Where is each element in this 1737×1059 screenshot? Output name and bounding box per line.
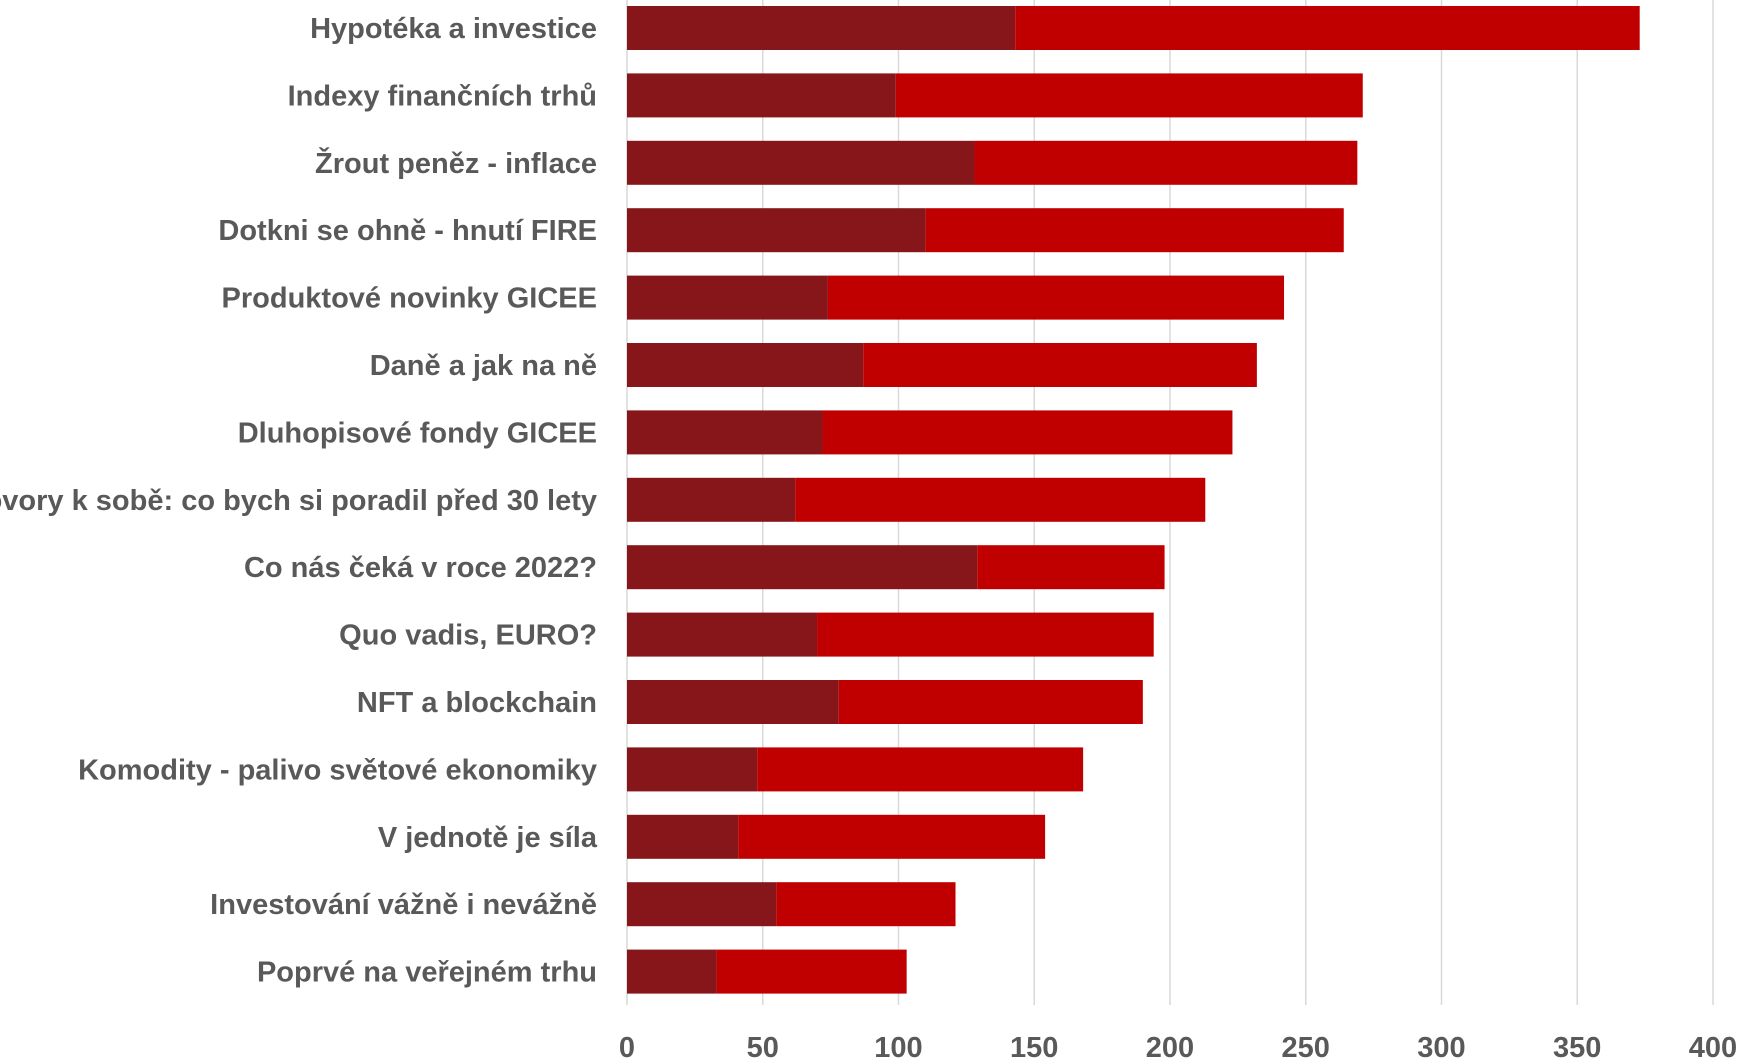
bar-segment-series-1 — [627, 6, 1016, 50]
bar-segment-series-1 — [627, 882, 777, 927]
bar-segment-series-1 — [627, 275, 828, 320]
bar-segment-series-1 — [627, 140, 975, 185]
category-label: Poprvé na veřejném trhu — [257, 957, 597, 989]
bars — [627, 6, 1640, 994]
x-axis-tick-labels: 0 50 100 150 200 250 300 350 400 — [619, 1032, 1737, 1059]
bar-segment-series-2 — [817, 612, 1154, 657]
bar-segment-series-2 — [974, 140, 1358, 185]
bar-segment-series-1 — [627, 612, 818, 657]
x-tick-label: 50 — [747, 1032, 779, 1059]
bar-segment-series-1 — [627, 680, 839, 724]
category-label: Dotkni se ohně - hnutí FIRE — [218, 215, 597, 247]
bar-segment-series-2 — [795, 477, 1206, 522]
category-label: Quo vadis, EURO? — [339, 620, 597, 652]
bar-segment-series-2 — [863, 343, 1257, 387]
bar-segment-series-1 — [627, 814, 739, 859]
category-label: Investování vážně i nevážně — [210, 889, 597, 921]
bar-segment-series-2 — [776, 882, 956, 927]
bar-segment-series-1 — [627, 545, 978, 590]
bar-segment-series-2 — [977, 545, 1165, 590]
category-label: V jednotě je síla — [378, 822, 598, 854]
bar-segment-series-2 — [822, 410, 1233, 455]
x-tick-label: 0 — [619, 1032, 635, 1059]
x-tick-label: 350 — [1553, 1032, 1601, 1059]
bar-segment-series-2 — [838, 680, 1143, 724]
bar-segment-series-2 — [827, 275, 1285, 320]
x-tick-label: 300 — [1417, 1032, 1465, 1059]
bar-segment-series-2 — [1015, 6, 1640, 50]
bar-segment-series-1 — [627, 410, 823, 455]
category-label: Produktové novinky GICEE — [222, 283, 597, 315]
bar-segment-series-1 — [627, 477, 796, 522]
bar-segment-series-1 — [627, 747, 758, 792]
bar-segment-series-1 — [627, 949, 717, 994]
bar-segment-series-2 — [716, 949, 907, 994]
category-label: Žrout peněz - inflace — [315, 146, 597, 180]
bar-segment-series-2 — [925, 208, 1344, 253]
bar-segment-series-1 — [627, 343, 864, 387]
category-label: Daně a jak na ně — [370, 350, 597, 382]
category-label: Indexy finančních trhů — [288, 80, 597, 112]
category-label: Dluhopisové fondy GICEE — [238, 417, 597, 449]
category-label: Hovory k sobě: co bych si poradil před 3… — [0, 485, 597, 517]
category-label: Co nás čeká v roce 2022? — [244, 552, 597, 584]
category-label: Komodity - palivo světové ekonomiky — [78, 754, 597, 786]
category-label: NFT a blockchain — [357, 687, 597, 719]
bar-segment-series-1 — [627, 73, 896, 118]
x-tick-label: 250 — [1282, 1032, 1330, 1059]
x-tick-label: 400 — [1689, 1032, 1737, 1059]
x-tick-label: 200 — [1146, 1032, 1194, 1059]
bar-segment-series-2 — [895, 73, 1363, 118]
x-tick-label: 150 — [1010, 1032, 1058, 1059]
bar-segment-series-2 — [738, 814, 1046, 859]
category-label: Hypotéka a investice — [310, 13, 597, 45]
bar-segment-series-1 — [627, 208, 926, 253]
category-labels: Hypotéka a investice Indexy finančních tr… — [0, 13, 598, 989]
bar-segment-series-2 — [757, 747, 1084, 792]
x-tick-label: 100 — [874, 1032, 922, 1059]
